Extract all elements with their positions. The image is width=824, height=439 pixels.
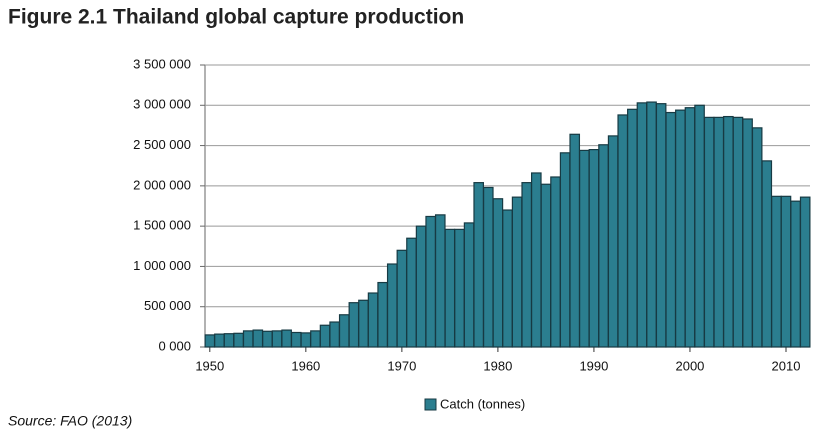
bar (242, 330, 254, 348)
y-tick-label: 3 500 000 (133, 56, 191, 71)
bar (290, 331, 302, 348)
bar (646, 101, 657, 348)
bar (790, 200, 801, 348)
x-tick-label: 1980 (483, 358, 512, 373)
bar (262, 330, 273, 348)
bar (425, 215, 436, 348)
bar (386, 263, 398, 348)
bar (406, 237, 417, 348)
bar (732, 116, 744, 348)
bar (463, 222, 475, 348)
bar (223, 333, 235, 348)
bar (319, 324, 331, 348)
bar (579, 149, 590, 348)
bar (300, 332, 312, 348)
x-tick-label: 2010 (772, 358, 801, 373)
x-tick-label: 1960 (291, 358, 320, 373)
bar (627, 108, 638, 348)
bar (531, 172, 542, 348)
bar (348, 302, 360, 348)
bar (780, 195, 792, 348)
bar (454, 228, 465, 348)
bar (723, 115, 734, 348)
bar (492, 198, 504, 348)
bar (204, 334, 216, 348)
bar (482, 186, 494, 348)
bar (617, 114, 629, 348)
x-tick-label: 1970 (387, 358, 416, 373)
bar (598, 144, 609, 348)
bar (684, 107, 696, 348)
y-tick-label: 1 000 000 (133, 258, 191, 273)
bar (665, 111, 677, 348)
bar (281, 329, 292, 348)
bar (694, 104, 705, 348)
bar (751, 127, 763, 348)
bar (607, 135, 619, 348)
bar (636, 102, 648, 348)
y-tick-label: 500 000 (144, 298, 191, 313)
bar (703, 116, 715, 348)
bar (473, 182, 484, 348)
legend-swatch (424, 398, 437, 411)
y-tick-label: 2 000 000 (133, 177, 191, 192)
bar (329, 321, 340, 348)
source-note: Source: FAO (2013) (8, 413, 132, 429)
bar (252, 329, 264, 348)
bar (310, 330, 321, 348)
chart-title: Figure 2.1 Thailand global capture produ… (8, 6, 464, 29)
bar (434, 214, 446, 348)
y-tick-label: 2 500 000 (133, 137, 191, 152)
x-tick-label: 1990 (579, 358, 608, 373)
y-tick-label: 3 000 000 (133, 97, 191, 112)
bar (444, 228, 456, 348)
y-tick-label: 0 000 (158, 338, 191, 353)
bar (742, 118, 753, 348)
bar (502, 209, 513, 348)
bar (675, 109, 686, 348)
bar (521, 182, 533, 348)
bar (377, 281, 388, 348)
x-tick-label: 2000 (675, 358, 704, 373)
bar (588, 149, 600, 348)
bar (550, 176, 561, 348)
bar (799, 196, 811, 348)
bar (771, 195, 782, 348)
legend-label: Catch (tonnes) (440, 396, 525, 411)
bar (367, 292, 379, 348)
bar (338, 314, 350, 348)
x-tick-label: 1950 (195, 358, 224, 373)
bar (396, 249, 408, 348)
bar (540, 183, 552, 348)
bar (271, 330, 283, 348)
bar (415, 225, 427, 348)
bar (655, 103, 667, 348)
bar (233, 332, 244, 348)
bar (214, 333, 225, 348)
bar (358, 299, 369, 348)
y-tick-label: 1 500 000 (133, 218, 191, 233)
bar (761, 160, 773, 348)
bar (569, 133, 581, 348)
bar (511, 196, 523, 348)
bar (559, 152, 571, 348)
bar (713, 116, 725, 348)
